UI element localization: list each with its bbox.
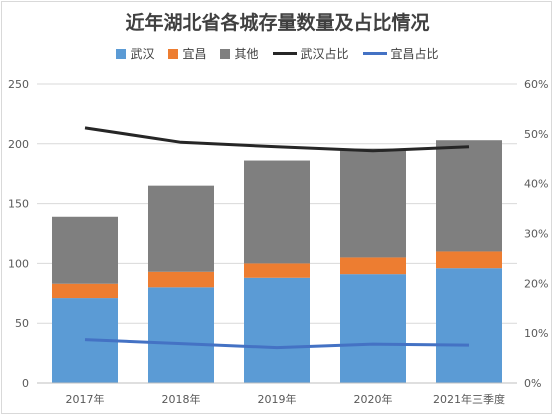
legend-item-yichang-share: 宜昌占比 (362, 45, 439, 62)
chart-legend: 武汉 宜昌 其他 武汉占比 宜昌占比 (0, 45, 555, 62)
y2-tick-label: 50% (524, 128, 548, 141)
bar-segment (340, 274, 406, 383)
y-tick-label: 150 (8, 198, 29, 211)
y-tick-label: 50 (15, 317, 29, 330)
x-tick-label: 2017年 (66, 392, 105, 406)
bar-segment (52, 283, 118, 299)
legend-item-other: 其他 (220, 45, 259, 62)
y-tick-label: 200 (8, 138, 29, 151)
legend-label-yichang-share: 宜昌占比 (390, 47, 439, 61)
y2-tick-label: 10% (524, 327, 548, 340)
legend-swatch-yichang (168, 48, 179, 59)
y2-tick-label: 60% (524, 78, 548, 91)
legend-label-wuhan-share: 武汉占比 (300, 47, 349, 61)
bar-segment (148, 185, 214, 272)
x-tick-label: 2021年三季度 (433, 392, 505, 406)
legend-swatch-yichang-share (362, 52, 387, 55)
y-tick-label: 250 (8, 78, 29, 91)
bar-segment (244, 263, 310, 278)
series-line (84, 126, 470, 153)
bar-segment (340, 257, 406, 275)
bar-segment (436, 251, 502, 269)
bar-segment (436, 268, 502, 383)
y2-tick-label: 40% (524, 178, 548, 191)
legend-label-wuhan: 武汉 (130, 47, 155, 61)
legend-swatch-wuhan (116, 48, 127, 59)
bar-segment (148, 271, 214, 288)
chart-title: 近年湖北省各城存量数量及占比情况 (125, 12, 430, 34)
y-tick-label: 0 (22, 377, 29, 390)
x-tick-label: 2019年 (258, 392, 297, 406)
legend-swatch-other (220, 48, 231, 59)
bar-segment (52, 216, 118, 284)
y2-tick-label: 0% (524, 377, 541, 390)
y-tick-label: 100 (8, 257, 29, 270)
legend-item-wuhan-share: 武汉占比 (272, 45, 349, 62)
y2-tick-label: 30% (524, 228, 548, 241)
y2-tick-label: 20% (524, 277, 548, 290)
series-line (84, 338, 470, 350)
bar-segment (148, 287, 214, 383)
bar-segment (244, 277, 310, 383)
legend-label-other: 其他 (234, 47, 259, 61)
x-tick-label: 2018年 (162, 392, 201, 406)
bar-segment (340, 148, 406, 258)
bar-segment (244, 160, 310, 264)
x-tick-label: 2020年 (354, 392, 393, 406)
legend-item-wuhan: 武汉 (116, 45, 154, 62)
legend-swatch-wuhan-share (272, 52, 297, 55)
bar-segment (436, 140, 502, 252)
legend-label-yichang: 宜昌 (182, 47, 207, 61)
legend-item-yichang: 宜昌 (168, 45, 206, 62)
